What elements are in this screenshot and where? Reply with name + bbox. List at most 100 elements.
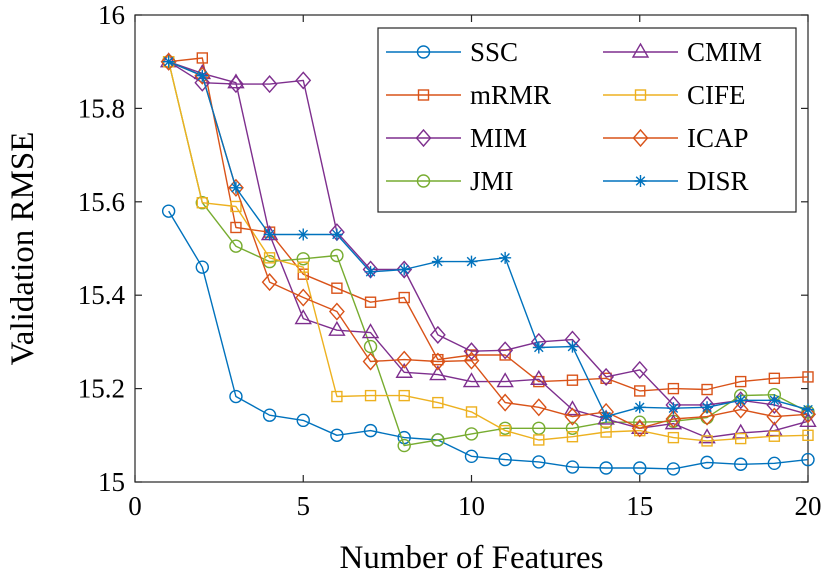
data-point-ssc — [633, 461, 647, 475]
data-point-icap — [463, 351, 480, 370]
data-point-mrmr — [735, 375, 747, 388]
y-tick-label: 16 — [98, 0, 125, 30]
data-point-cife — [566, 431, 579, 443]
data-point-ssc — [700, 455, 714, 470]
legend-entry-jmi: JMI — [386, 166, 514, 196]
data-point-ssc — [229, 389, 243, 404]
data-point-jmi — [498, 421, 512, 435]
legend-entry-cife: CIFE — [603, 80, 746, 110]
data-point-mim — [429, 325, 446, 344]
legend-marker — [416, 45, 431, 59]
data-point-disr — [734, 394, 747, 407]
x-axis-label: Number of Features — [340, 540, 604, 576]
legend-label: ICAP — [687, 123, 749, 153]
data-point-icap — [228, 178, 244, 197]
data-point-mrmr — [802, 371, 814, 383]
legend-entry-ssc: SSC — [386, 37, 518, 67]
data-point-ssc — [767, 456, 782, 471]
data-point-mim — [732, 391, 749, 410]
data-point-cmim — [462, 372, 481, 388]
data-point-mrmr — [768, 372, 781, 385]
data-point-disr — [600, 410, 613, 423]
data-point-icap — [328, 302, 345, 321]
data-point-mrmr — [667, 382, 680, 395]
data-point-cife — [230, 200, 242, 213]
data-point-icap — [429, 352, 446, 371]
legend-entry-mrmr: mRMR — [386, 80, 551, 110]
data-point-disr — [364, 265, 377, 278]
data-point-icap — [665, 409, 682, 429]
legend-marker — [415, 128, 432, 148]
data-point-disr — [431, 255, 444, 268]
data-point-disr — [633, 401, 646, 414]
data-point-cmim — [395, 362, 413, 378]
data-point-jmi — [565, 421, 580, 435]
data-point-cife — [533, 434, 545, 446]
data-point-ssc — [532, 455, 546, 469]
data-point-icap — [631, 419, 648, 438]
x-tick-label: 10 — [458, 491, 485, 521]
data-point-cife — [499, 424, 511, 437]
legend: SSC mRMR MIM JMI CMIM CIFE ICAP DISR — [377, 27, 797, 213]
data-point-mrmr — [566, 374, 579, 386]
data-point-cife — [398, 389, 410, 402]
data-point-mrmr — [196, 52, 209, 64]
data-point-disr — [229, 181, 242, 194]
data-point-ssc — [666, 462, 681, 476]
data-point-cmim — [799, 411, 817, 427]
y-axis-label: Validation RMSE — [5, 132, 41, 366]
data-point-icap — [564, 407, 581, 426]
data-point-mrmr — [331, 282, 343, 294]
data-point-jmi — [296, 252, 310, 266]
data-point-cmim — [227, 73, 245, 89]
series-layer — [159, 52, 817, 476]
data-point-disr — [465, 255, 478, 268]
data-point-icap — [295, 288, 312, 307]
data-point-ssc — [195, 260, 210, 274]
legend-marker — [417, 89, 430, 101]
data-point-mrmr — [533, 375, 545, 388]
data-point-jmi — [262, 254, 277, 269]
data-point-disr — [802, 403, 814, 416]
data-point-cife — [196, 197, 209, 209]
data-point-icap — [800, 405, 816, 424]
data-point-cife — [432, 396, 444, 409]
x-tick-label: 5 — [297, 491, 311, 521]
data-point-disr — [330, 228, 343, 241]
legend-marker — [634, 175, 647, 187]
legend-label: CMIM — [687, 37, 762, 67]
data-point-mim — [631, 360, 648, 379]
legend-marker — [631, 42, 650, 58]
data-point-mim — [295, 71, 312, 90]
data-point-disr — [701, 401, 714, 414]
data-point-icap — [396, 350, 413, 369]
data-point-cmim — [361, 323, 380, 339]
legend-label: SSC — [470, 37, 518, 67]
data-point-disr — [499, 251, 512, 264]
data-point-cife — [600, 426, 612, 438]
legend-marker — [632, 128, 649, 148]
data-point-ssc — [363, 423, 378, 438]
data-point-ssc — [296, 413, 310, 428]
data-point-mrmr — [701, 383, 713, 396]
data-point-cife — [701, 435, 713, 447]
data-point-disr — [566, 340, 579, 353]
data-point-ssc — [599, 461, 613, 475]
legend-entry-mim: MIM — [386, 123, 527, 153]
data-point-cmim — [597, 409, 615, 425]
data-point-mrmr — [398, 291, 410, 304]
data-point-ssc — [262, 408, 277, 422]
legend-label: JMI — [470, 166, 514, 196]
data-point-disr — [162, 55, 175, 68]
data-point-cife — [263, 252, 276, 264]
data-point-mim — [598, 367, 615, 386]
legend-entry-cmim: CMIM — [603, 37, 762, 67]
y-tick-label: 15 — [98, 467, 125, 497]
legend-label: DISR — [687, 166, 749, 196]
data-point-mrmr — [364, 296, 377, 308]
data-point-cife — [331, 390, 343, 403]
legend-entry-disr: DISR — [603, 166, 749, 196]
data-point-mim — [261, 75, 278, 94]
series-cife — [162, 56, 814, 447]
